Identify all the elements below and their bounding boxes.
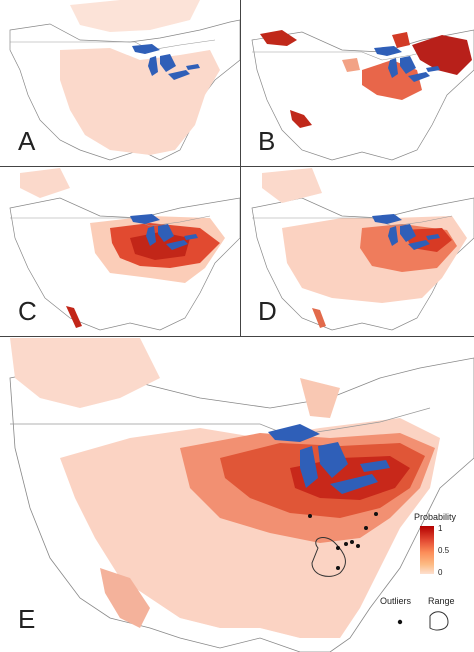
panel-label-b: B	[258, 126, 276, 156]
panel-label-d: D	[258, 296, 277, 326]
map-c-svg	[9, 168, 240, 331]
legend-outliers-label: Outliers	[380, 596, 412, 606]
legend-range-symbol	[429, 611, 449, 631]
great-lakes	[372, 214, 440, 250]
great-lakes	[132, 44, 200, 80]
divider-vertical-top	[240, 0, 241, 336]
map-panel-e: Probability 1 0.5 0 Outliers Range E	[0, 338, 474, 652]
hotspot-west	[260, 30, 297, 46]
panel-label-a: A	[18, 126, 36, 156]
map-e-svg	[9, 338, 474, 652]
hotspot-northeast-small	[392, 32, 410, 48]
very-high-probability-area	[130, 232, 190, 260]
outlier-point	[374, 512, 378, 516]
low-probability-area-north	[70, 0, 200, 32]
legend-tick-0.5: 0.5	[438, 546, 450, 555]
map-d-svg	[251, 168, 474, 331]
outlier-points	[308, 512, 378, 570]
legend-gradient-bar	[420, 526, 434, 574]
legend-outlier-symbol	[397, 619, 403, 625]
great-lakes	[374, 46, 440, 82]
land-outline	[251, 29, 474, 161]
divider-horizontal-1	[0, 166, 474, 167]
legend-title: Probability	[414, 512, 457, 522]
range-outline	[311, 537, 346, 577]
low-probability-area-north	[10, 338, 160, 408]
great-lakes	[130, 214, 198, 250]
country-border	[252, 215, 453, 227]
legend-tick-1: 1	[438, 524, 443, 533]
outlier-point	[308, 514, 312, 518]
hotspot-southwest	[66, 306, 82, 328]
map-panel-d: D	[242, 168, 474, 334]
map-b-svg	[251, 29, 474, 161]
low-probability-area-north	[20, 168, 70, 198]
great-lakes	[268, 424, 390, 494]
outlier-point	[336, 546, 340, 550]
map-panel-c: C	[0, 168, 240, 334]
outlier-point	[356, 544, 360, 548]
low-probability-area-north	[262, 168, 322, 203]
map-panel-a: A	[0, 0, 240, 164]
map-panel-b: B	[242, 0, 474, 164]
outlier-point	[336, 566, 340, 570]
outlier-point	[344, 542, 348, 546]
outlier-point	[364, 526, 368, 530]
hotspot-southwest	[100, 568, 150, 628]
country-border	[10, 215, 211, 227]
divider-horizontal-2	[0, 336, 474, 337]
hotspot-scattered	[342, 58, 360, 72]
low-probability-area-north-east	[300, 378, 340, 418]
hotspot-northeast	[412, 35, 472, 75]
panel-label-c: C	[18, 296, 37, 326]
legend-tick-0: 0	[438, 568, 443, 577]
outlier-point	[350, 540, 354, 544]
hotspot-southwest	[290, 110, 312, 128]
legend-range-label: Range	[428, 596, 455, 606]
hotspot-southwest	[312, 308, 326, 328]
panel-label-e: E	[18, 604, 36, 634]
map-a-svg	[9, 0, 240, 161]
